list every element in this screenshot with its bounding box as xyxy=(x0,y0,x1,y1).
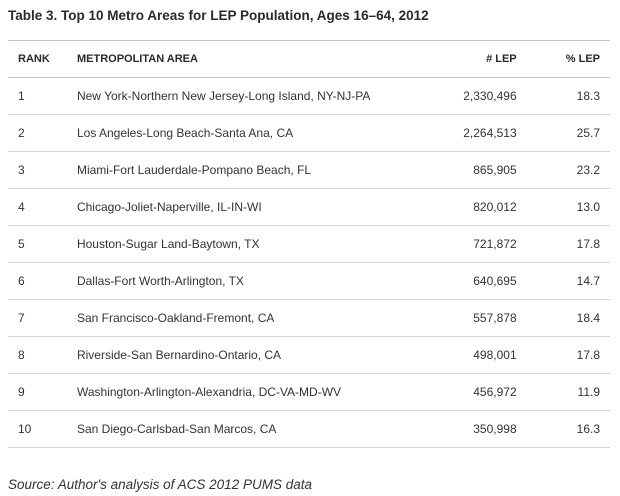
area-cell: Dallas-Fort Worth-Arlington, TX xyxy=(67,262,404,300)
rank-cell: 6 xyxy=(8,262,68,300)
rank-cell: 9 xyxy=(8,373,68,411)
table-row: 6 Dallas-Fort Worth-Arlington, TX 640,69… xyxy=(8,262,610,300)
num-lep-cell: 2,330,496 xyxy=(403,77,517,115)
table-row: 10 San Diego-Carlsbad-San Marcos, CA 350… xyxy=(8,410,610,448)
rank-cell: 8 xyxy=(8,336,68,374)
pct-lep-cell: 17.8 xyxy=(516,225,610,263)
area-cell: Washington-Arlington-Alexandria, DC-VA-M… xyxy=(67,373,404,411)
pct-lep-cell: 23.2 xyxy=(516,151,610,189)
column-header-rank: RANK xyxy=(8,40,68,78)
table-row: 3 Miami-Fort Lauderdale-Pompano Beach, F… xyxy=(8,151,610,189)
column-header-num-lep: # LEP xyxy=(403,40,517,78)
num-lep-cell: 498,001 xyxy=(403,336,517,374)
pct-lep-cell: 18.4 xyxy=(516,299,610,337)
num-lep-cell: 350,998 xyxy=(403,410,517,448)
table-header-row: RANK METROPOLITAN AREA # LEP % LEP xyxy=(8,40,610,78)
column-header-metropolitan-area: METROPOLITAN AREA xyxy=(67,40,404,78)
pct-lep-cell: 11.9 xyxy=(516,373,610,411)
rank-cell: 5 xyxy=(8,225,68,263)
pct-lep-cell: 13.0 xyxy=(516,188,610,226)
table-row: 8 Riverside-San Bernardino-Ontario, CA 4… xyxy=(8,336,610,374)
num-lep-cell: 640,695 xyxy=(403,262,517,300)
num-lep-cell: 865,905 xyxy=(403,151,517,189)
area-cell: Riverside-San Bernardino-Ontario, CA xyxy=(67,336,404,374)
area-cell: Houston-Sugar Land-Baytown, TX xyxy=(67,225,404,263)
column-header-pct-lep: % LEP xyxy=(516,40,610,78)
table-row: 4 Chicago-Joliet-Naperville, IL-IN-WI 82… xyxy=(8,188,610,226)
rank-cell: 10 xyxy=(8,410,68,448)
num-lep-cell: 721,872 xyxy=(403,225,517,263)
area-cell: Los Angeles-Long Beach-Santa Ana, CA xyxy=(67,114,404,152)
num-lep-cell: 456,972 xyxy=(403,373,517,411)
num-lep-cell: 2,264,513 xyxy=(403,114,517,152)
num-lep-cell: 820,012 xyxy=(403,188,517,226)
table-row: 9 Washington-Arlington-Alexandria, DC-VA… xyxy=(8,373,610,411)
pct-lep-cell: 17.8 xyxy=(516,336,610,374)
lep-metro-table: RANK METROPOLITAN AREA # LEP % LEP 1 New… xyxy=(8,40,610,448)
area-cell: New York-Northern New Jersey-Long Island… xyxy=(67,77,404,115)
table-row: 2 Los Angeles-Long Beach-Santa Ana, CA 2… xyxy=(8,114,610,152)
pct-lep-cell: 18.3 xyxy=(516,77,610,115)
area-cell: San Diego-Carlsbad-San Marcos, CA xyxy=(67,410,404,448)
area-cell: San Francisco-Oakland-Fremont, CA xyxy=(67,299,404,337)
rank-cell: 3 xyxy=(8,151,68,189)
rank-cell: 2 xyxy=(8,114,68,152)
source-note: Source: Author's analysis of ACS 2012 PU… xyxy=(8,477,312,492)
rank-cell: 1 xyxy=(8,77,68,115)
area-cell: Chicago-Joliet-Naperville, IL-IN-WI xyxy=(67,188,404,226)
num-lep-cell: 557,878 xyxy=(403,299,517,337)
pct-lep-cell: 25.7 xyxy=(516,114,610,152)
rank-cell: 4 xyxy=(8,188,68,226)
rank-cell: 7 xyxy=(8,299,68,337)
area-cell: Miami-Fort Lauderdale-Pompano Beach, FL xyxy=(67,151,404,189)
table-row: 7 San Francisco-Oakland-Fremont, CA 557,… xyxy=(8,299,610,337)
pct-lep-cell: 14.7 xyxy=(516,262,610,300)
table-row: 5 Houston-Sugar Land-Baytown, TX 721,872… xyxy=(8,225,610,263)
pct-lep-cell: 16.3 xyxy=(516,410,610,448)
table-title: Table 3. Top 10 Metro Areas for LEP Popu… xyxy=(8,8,429,23)
table-row: 1 New York-Northern New Jersey-Long Isla… xyxy=(8,77,610,115)
